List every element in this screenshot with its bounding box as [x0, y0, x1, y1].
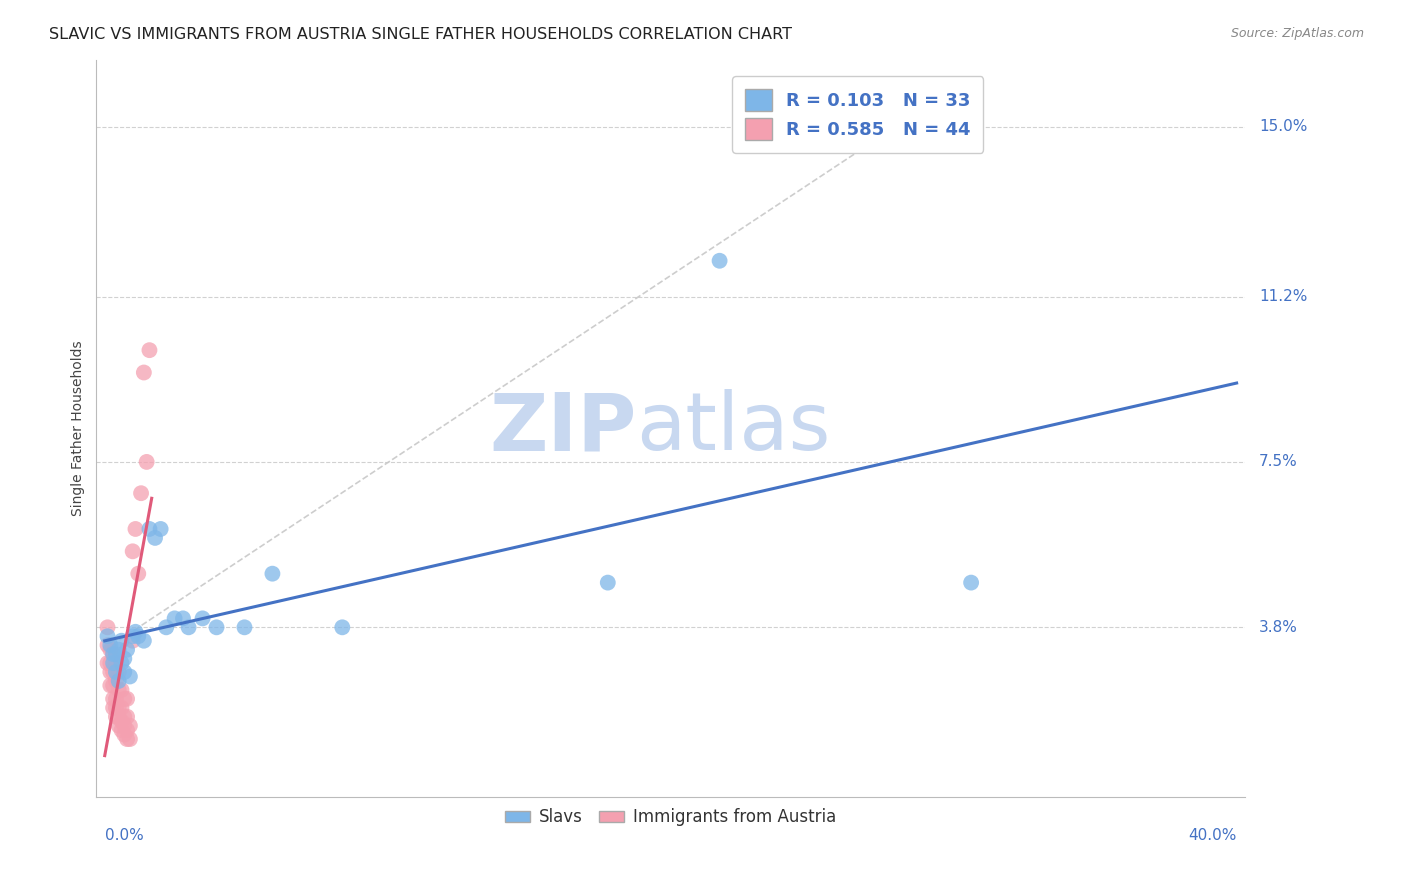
Text: ZIP: ZIP	[489, 390, 637, 467]
Point	[98, 665, 121, 679]
Legend: Slavs, Immigrants from Austria: Slavs, Immigrants from Austria	[499, 802, 842, 833]
Point	[124, 624, 146, 639]
Point	[112, 709, 135, 723]
Point	[172, 611, 194, 625]
Text: 0.0%: 0.0%	[104, 829, 143, 844]
Point	[155, 620, 177, 634]
Point	[104, 647, 127, 661]
Point	[110, 633, 132, 648]
Point	[110, 682, 132, 697]
Point	[112, 665, 135, 679]
Point	[104, 665, 127, 679]
Point	[104, 656, 127, 670]
Point	[960, 575, 983, 590]
Text: atlas: atlas	[637, 390, 831, 467]
Point	[132, 633, 155, 648]
Point	[129, 486, 152, 500]
Point	[149, 522, 172, 536]
Point	[262, 566, 284, 581]
Point	[110, 700, 132, 714]
Point	[107, 682, 129, 697]
Point	[107, 673, 129, 688]
Text: 7.5%: 7.5%	[1258, 454, 1298, 469]
Point	[104, 691, 127, 706]
Text: SLAVIC VS IMMIGRANTS FROM AUSTRIA SINGLE FATHER HOUSEHOLDS CORRELATION CHART: SLAVIC VS IMMIGRANTS FROM AUSTRIA SINGLE…	[49, 27, 792, 42]
Point	[101, 647, 124, 661]
Point	[163, 611, 186, 625]
Point	[143, 531, 166, 545]
Point	[115, 691, 138, 706]
Point	[121, 629, 143, 643]
Point	[107, 709, 129, 723]
Point	[98, 656, 121, 670]
Point	[118, 669, 141, 683]
Text: 40.0%: 40.0%	[1188, 829, 1237, 844]
Point	[101, 647, 124, 661]
Point	[107, 700, 129, 714]
Point	[124, 522, 146, 536]
Point	[233, 620, 256, 634]
Point	[205, 620, 228, 634]
Point	[104, 709, 127, 723]
Point	[104, 673, 127, 688]
Point	[138, 343, 160, 358]
Point	[177, 620, 200, 634]
Point	[110, 714, 132, 729]
Point	[127, 566, 149, 581]
Point	[107, 642, 129, 657]
Point	[98, 638, 121, 652]
Point	[101, 700, 124, 714]
Point	[121, 544, 143, 558]
Point	[115, 723, 138, 738]
Text: 11.2%: 11.2%	[1258, 289, 1308, 304]
Point	[101, 678, 124, 692]
Text: 15.0%: 15.0%	[1258, 120, 1308, 134]
Text: 3.8%: 3.8%	[1258, 620, 1298, 635]
Point	[115, 642, 138, 657]
Point	[115, 709, 138, 723]
Point	[107, 665, 129, 679]
Point	[110, 723, 132, 738]
Point	[104, 700, 127, 714]
Point	[101, 656, 124, 670]
Point	[112, 728, 135, 742]
Point	[115, 732, 138, 747]
Text: Source: ZipAtlas.com: Source: ZipAtlas.com	[1230, 27, 1364, 40]
Point	[135, 455, 157, 469]
Y-axis label: Single Father Households: Single Father Households	[72, 341, 86, 516]
Point	[709, 253, 731, 268]
Point	[118, 732, 141, 747]
Point	[112, 719, 135, 733]
Point	[191, 611, 214, 625]
Point	[96, 629, 118, 643]
Point	[96, 656, 118, 670]
Point	[132, 366, 155, 380]
Point	[101, 665, 124, 679]
Point	[101, 691, 124, 706]
Point	[138, 522, 160, 536]
Point	[330, 620, 353, 634]
Point	[121, 633, 143, 648]
Point	[96, 638, 118, 652]
Point	[98, 678, 121, 692]
Point	[110, 656, 132, 670]
Point	[96, 620, 118, 634]
Point	[596, 575, 619, 590]
Point	[107, 719, 129, 733]
Point	[118, 719, 141, 733]
Point	[112, 691, 135, 706]
Point	[127, 629, 149, 643]
Point	[98, 642, 121, 657]
Point	[112, 651, 135, 665]
